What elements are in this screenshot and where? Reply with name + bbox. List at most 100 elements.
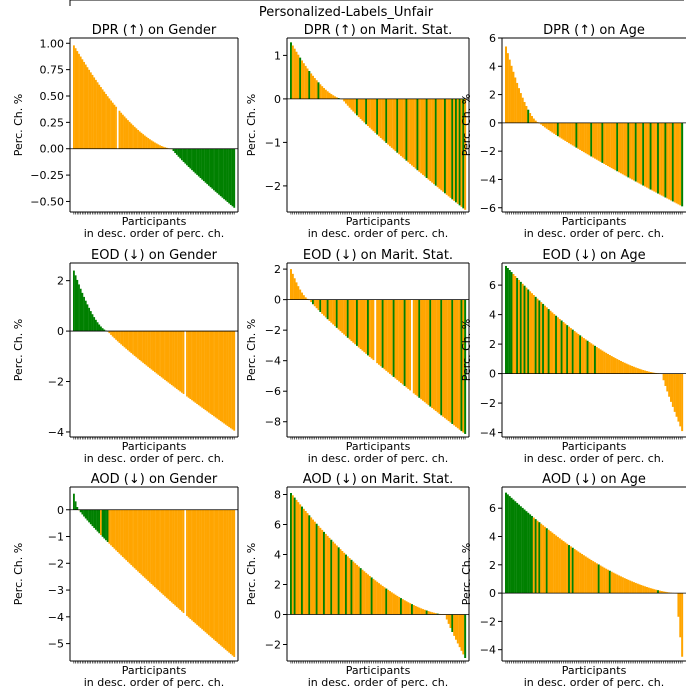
- bar: [516, 82, 519, 123]
- bar: [157, 144, 160, 149]
- y-axis-label: Perc. Ch. %: [460, 94, 473, 156]
- bar: [339, 549, 342, 615]
- bar: [664, 591, 667, 594]
- y-tick-label: 2: [489, 89, 496, 102]
- chart-title: AOD (↓) on Gender: [91, 472, 218, 487]
- bar: [224, 148, 227, 201]
- bar: [120, 509, 123, 556]
- bar: [629, 365, 632, 374]
- bar: [315, 80, 318, 99]
- bar: [367, 574, 369, 615]
- bar: [517, 88, 520, 123]
- bar: [558, 538, 561, 594]
- bar: [177, 509, 180, 609]
- bar: [221, 509, 224, 647]
- bar: [608, 355, 611, 374]
- chart-panel-3: −6 −4 −2 0 2 4 6 DPR (↑) on Age Perc. Ch. % Parti…: [460, 23, 686, 240]
- bar: [606, 122, 609, 167]
- bar: [442, 98, 445, 192]
- bar: [308, 71, 311, 99]
- bar: [224, 331, 227, 425]
- bar: [592, 561, 595, 594]
- bar: [343, 552, 346, 615]
- bar: [568, 545, 571, 594]
- bar: [101, 328, 104, 332]
- bar: [581, 336, 584, 374]
- bar: [556, 536, 559, 594]
- bar: [356, 98, 358, 116]
- bar: [374, 299, 377, 362]
- bar: [127, 120, 129, 149]
- bar: [658, 122, 661, 195]
- bar: [81, 509, 84, 515]
- bar: [540, 523, 543, 594]
- y-tick-label: 8: [274, 489, 281, 502]
- bar: [147, 138, 150, 149]
- bar: [89, 72, 92, 149]
- y-tick-label: −0.50: [30, 195, 64, 208]
- bar: [623, 362, 626, 374]
- bar: [137, 129, 139, 149]
- bar: [301, 506, 303, 615]
- bar: [449, 614, 452, 629]
- y-tick-label: −3: [48, 584, 64, 597]
- chart-title: DPR (↑) on Age: [543, 23, 645, 38]
- bar: [460, 299, 463, 432]
- y-axis-label: Perc. Ch. %: [12, 94, 25, 156]
- bar: [464, 299, 467, 434]
- x-axis-label: in desc. order of perc. ch.: [308, 676, 449, 689]
- bar: [219, 509, 222, 646]
- bar: [389, 98, 391, 147]
- bar: [429, 299, 432, 407]
- bar: [409, 98, 412, 164]
- bar: [84, 509, 87, 519]
- bar: [199, 509, 202, 628]
- bar: [523, 102, 526, 123]
- bar: [370, 299, 373, 359]
- bar: [94, 509, 97, 530]
- bar: [376, 299, 379, 364]
- bar: [573, 331, 576, 374]
- bar: [594, 562, 596, 594]
- bar: [414, 98, 417, 169]
- bar: [677, 593, 680, 617]
- bar: [564, 323, 567, 374]
- bar: [595, 563, 598, 594]
- bar: [209, 509, 212, 637]
- bar: [588, 558, 591, 594]
- bar: [137, 331, 139, 359]
- bar: [666, 373, 669, 392]
- bar: [553, 314, 556, 374]
- bar: [159, 331, 161, 377]
- bar: [519, 506, 522, 594]
- bar: [610, 356, 613, 374]
- bar: [224, 509, 227, 650]
- bar: [226, 509, 229, 652]
- bar: [359, 299, 362, 350]
- bar: [655, 122, 658, 193]
- bar: [323, 88, 325, 99]
- bar: [425, 299, 428, 404]
- bar: [359, 98, 362, 119]
- bar: [101, 509, 104, 537]
- bar: [313, 78, 316, 99]
- bar: [579, 552, 582, 594]
- bar: [337, 98, 340, 99]
- bar: [425, 610, 428, 615]
- y-tick-label: −1: [265, 136, 281, 149]
- bar: [98, 324, 101, 332]
- bar: [179, 148, 182, 159]
- y-tick-label: 1.00: [40, 37, 65, 50]
- bar: [619, 360, 622, 374]
- bar: [165, 147, 168, 149]
- bar: [372, 578, 375, 615]
- bar: [458, 614, 461, 648]
- bar: [324, 299, 327, 318]
- bar: [155, 331, 158, 374]
- bar: [512, 274, 515, 374]
- bar: [186, 509, 188, 616]
- bar: [121, 331, 124, 346]
- bar: [189, 148, 192, 169]
- bar: [662, 373, 665, 381]
- y-tick-label: 4: [489, 60, 496, 73]
